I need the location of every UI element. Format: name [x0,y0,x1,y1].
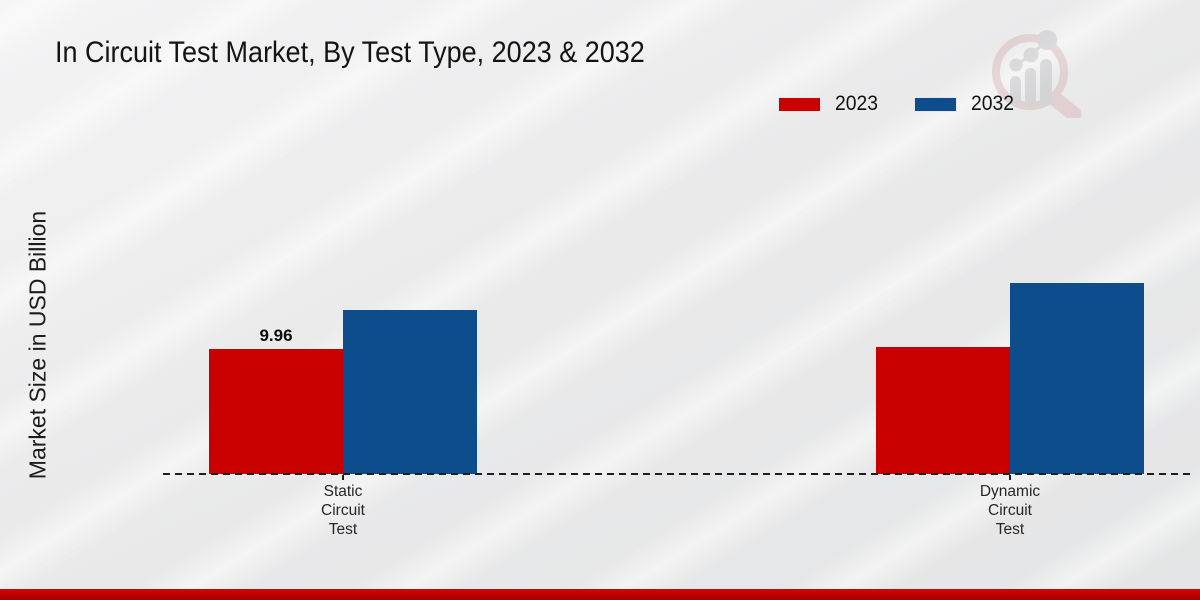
y-axis-label: Market Size in USD Billion [24,210,51,480]
legend-item-2032: 2032 [913,92,1018,116]
legend-item-2023: 2023 [778,92,882,116]
category-label-dynamic-circuit-test: Dynamic Circuit Test [979,483,1041,538]
chart-title: In Circuit Test Market, By Test Type, 20… [55,36,645,69]
legend-swatch-2023 [778,96,821,112]
category-label-static-circuit-test: Static Circuit Test [321,483,365,538]
legend-label-2032: 2032 [970,92,1014,115]
data-label-2023-static-circuit-test: 9.96 [259,326,293,345]
x-axis-tick-static-circuit-test [342,475,344,480]
legend: 2023 2032 [778,92,1017,116]
bar-2032-dynamic-circuit-test [1010,283,1144,474]
legend-label-2023: 2023 [835,92,878,115]
x-axis-tick-dynamic-circuit-test [1009,475,1011,480]
footer-accent-band [0,589,1200,600]
magnifier-bar-chart-logo-icon [992,30,1082,118]
legend-swatch-2032 [913,96,957,112]
bar-2023-dynamic-circuit-test [876,347,1010,474]
bar-2032-static-circuit-test [343,310,477,474]
bar-2023-static-circuit-test [209,349,343,474]
x-axis-baseline [163,473,1190,475]
